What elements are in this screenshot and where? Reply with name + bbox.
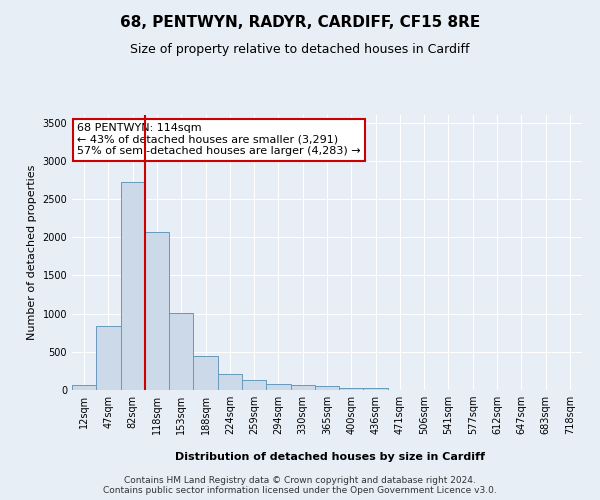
Text: Distribution of detached houses by size in Cardiff: Distribution of detached houses by size … (175, 452, 485, 462)
Bar (72, 386, 96, 390)
Bar (364, 388, 388, 390)
Bar (315, 386, 339, 390)
Bar (145, 232, 169, 390)
Text: Size of property relative to detached houses in Cardiff: Size of property relative to detached ho… (130, 42, 470, 56)
Bar (339, 388, 364, 390)
Bar (242, 380, 266, 390)
Bar (96, 326, 121, 390)
Bar (218, 374, 242, 390)
Text: 68, PENTWYN, RADYR, CARDIFF, CF15 8RE: 68, PENTWYN, RADYR, CARDIFF, CF15 8RE (120, 15, 480, 30)
Bar (290, 386, 315, 390)
Bar (121, 182, 145, 390)
Text: 68 PENTWYN: 114sqm
← 43% of detached houses are smaller (3,291)
57% of semi-deta: 68 PENTWYN: 114sqm ← 43% of detached hou… (77, 123, 361, 156)
Y-axis label: Number of detached properties: Number of detached properties (27, 165, 37, 340)
Bar (266, 384, 290, 390)
Bar (193, 356, 218, 390)
Text: Contains HM Land Registry data © Crown copyright and database right 2024.
Contai: Contains HM Land Registry data © Crown c… (103, 476, 497, 495)
Bar (169, 313, 193, 390)
